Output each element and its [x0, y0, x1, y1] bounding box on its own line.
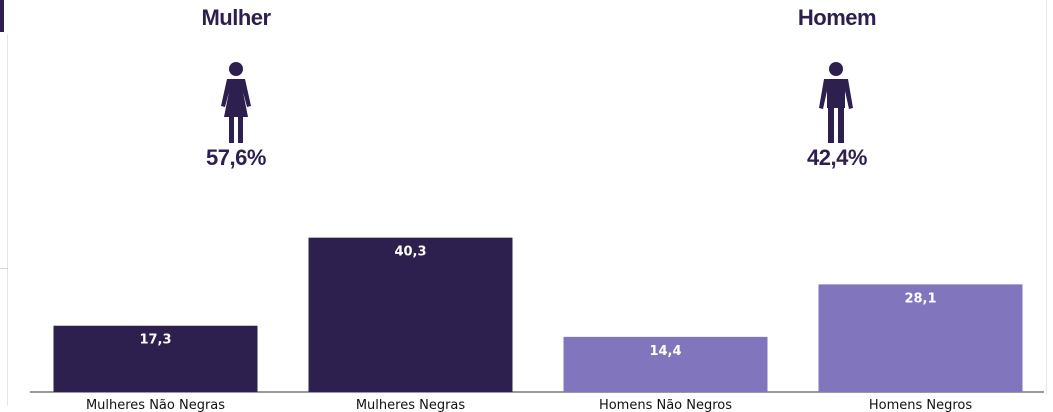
- gender-share-female: 57,6%: [206, 145, 266, 170]
- gender-share-male: 42,4%: [807, 145, 867, 170]
- corner-accent: [0, 0, 4, 32]
- left-tick: [0, 268, 8, 269]
- man-icon: [819, 62, 853, 143]
- gender-title-female: Mulher: [201, 5, 271, 30]
- bar-value-label: 28,1: [904, 291, 936, 306]
- right-divider: [1046, 0, 1047, 394]
- bar: [563, 336, 768, 392]
- bar: [818, 284, 1023, 392]
- x-tick-label: Homens Negros: [869, 398, 973, 412]
- bar-value-label: 40,3: [394, 245, 426, 260]
- woman-icon: [221, 62, 251, 143]
- gender-title-male: Homem: [797, 5, 877, 30]
- bar-value-label: 14,4: [649, 344, 681, 359]
- bar-value-label: 17,3: [139, 333, 171, 348]
- left-divider: [7, 34, 8, 406]
- x-tick-label: Mulheres Negras: [356, 398, 466, 412]
- x-tick-label: Homens Não Negros: [599, 398, 732, 412]
- bar: [308, 237, 513, 392]
- bar: [53, 325, 258, 392]
- x-tick-label: Mulheres Não Negras: [86, 398, 225, 412]
